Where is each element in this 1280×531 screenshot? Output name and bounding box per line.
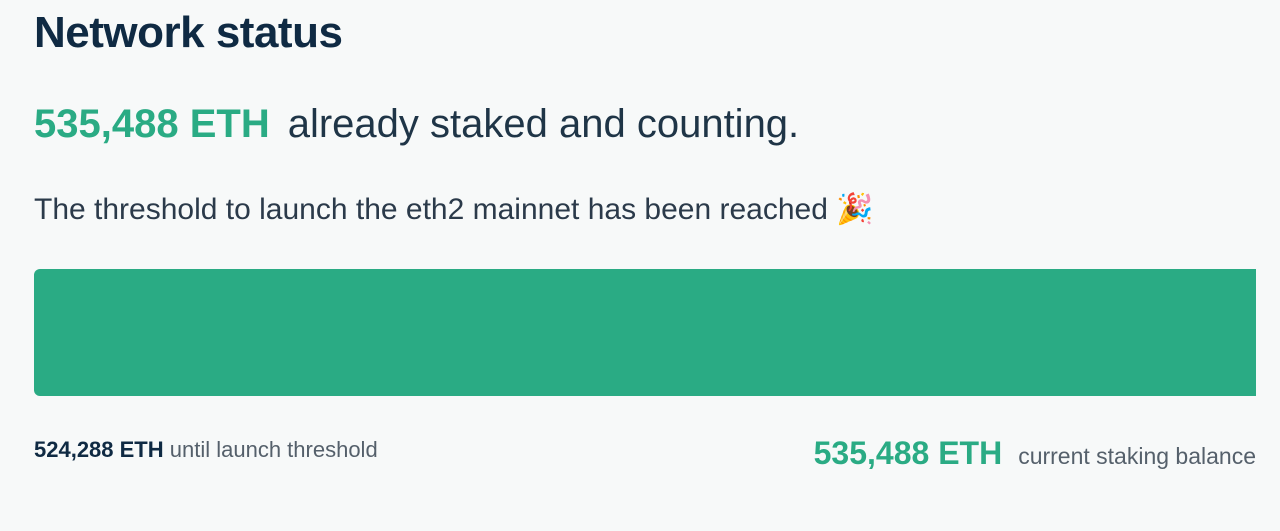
- threshold-message: The threshold to launch the eth2 mainnet…: [34, 192, 874, 227]
- staked-amount: 535,488 ETH: [34, 102, 270, 146]
- threshold-amount: 524,288 ETH: [34, 437, 164, 462]
- staking-progress-bar: [34, 269, 1256, 396]
- balance-amount: 535,488 ETH: [813, 435, 1003, 471]
- party-popper-icon: 🎉: [836, 193, 874, 226]
- page-title: Network status: [34, 8, 343, 57]
- threshold-text: The threshold to launch the eth2 mainnet…: [34, 193, 828, 226]
- progress-fill: [34, 269, 1256, 396]
- staked-text: already staked and counting.: [287, 102, 800, 146]
- threshold-info: 524,288 ETH until launch threshold: [34, 437, 378, 463]
- balance-label: current staking balance: [1018, 443, 1256, 469]
- balance-info: 535,488 ETH current staking balance: [814, 435, 1256, 472]
- staked-headline: 535,488 ETH already staked and counting.: [34, 102, 799, 147]
- threshold-label: until launch threshold: [169, 437, 378, 462]
